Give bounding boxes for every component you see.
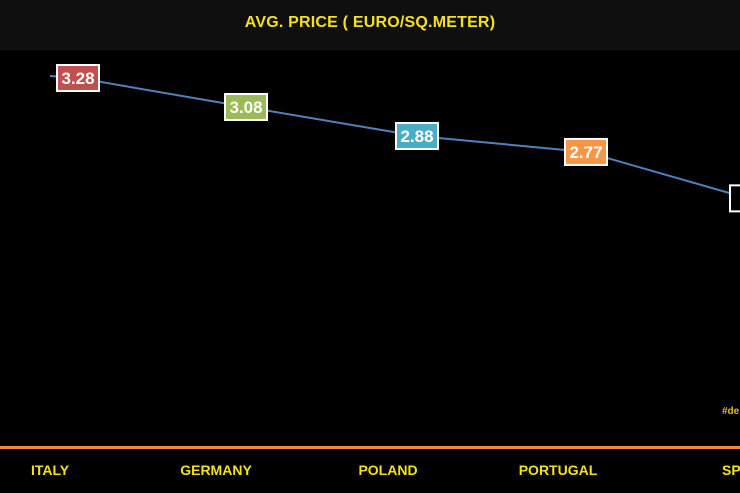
data-label-text: 3.28 [61, 69, 94, 88]
x-tick-label-germany: GERMANY [180, 462, 252, 478]
data-label-germany: 3.08 [224, 93, 268, 121]
x-tick-label-portugal: PORTUGAL [518, 462, 598, 478]
data-label-box [56, 64, 100, 92]
data-label-text: 2.77 [569, 143, 602, 162]
x-axis-band [0, 446, 740, 493]
data-label-box [564, 137, 608, 166]
data-label-poland: 2.88 [395, 122, 439, 150]
data-label-spain: 2 [729, 184, 740, 213]
data-label-box [395, 122, 439, 150]
x-tick-label-spain: SPAI [722, 462, 740, 478]
data-label-box [224, 93, 268, 121]
x-tick-label-italy: ITALY [30, 462, 70, 478]
chart-title: AVG. PRICE ( EURO/SQ.METER) [244, 14, 496, 31]
data-label-box [729, 184, 740, 213]
data-label-text: 3.08 [229, 98, 262, 117]
watermark: #de [722, 406, 740, 417]
x-tick-label-poland: POLAND [358, 462, 418, 478]
data-label-portugal: 2.77 [564, 137, 608, 166]
data-label-text: 2.88 [400, 127, 433, 146]
data-label-italy: 3.28 [56, 64, 100, 92]
title-bar [0, 0, 740, 50]
